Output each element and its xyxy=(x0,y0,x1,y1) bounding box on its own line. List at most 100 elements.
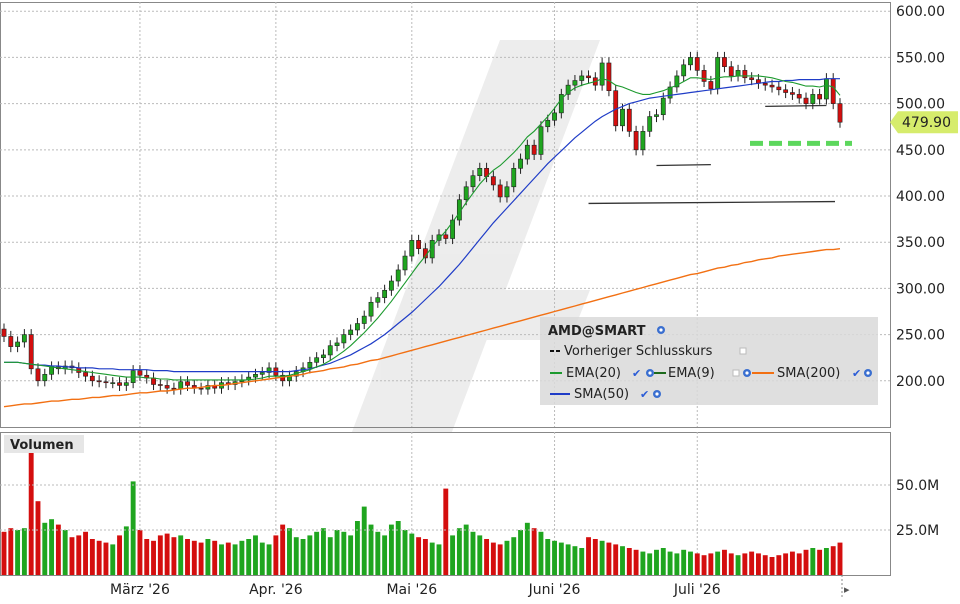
support-line xyxy=(588,200,836,205)
volume-bar xyxy=(728,553,734,575)
candle-body xyxy=(389,280,394,291)
volume-bar xyxy=(470,531,476,575)
candle-body xyxy=(164,385,170,389)
volume-bar xyxy=(565,544,571,575)
volume-bar xyxy=(810,548,816,575)
settings-icon-hole xyxy=(866,371,870,375)
volume-bar xyxy=(21,528,27,575)
volume-bar xyxy=(735,555,741,575)
candle xyxy=(477,162,483,182)
candle-body xyxy=(96,380,102,383)
candle-body xyxy=(531,144,537,155)
price-tick-label: 200.00 xyxy=(896,374,945,390)
volume-bar xyxy=(708,553,714,575)
candle xyxy=(626,103,632,137)
candle-body xyxy=(395,269,401,282)
volume-bar xyxy=(219,544,224,575)
price-tick-label: 300.00 xyxy=(896,281,945,297)
candle-body xyxy=(348,329,354,335)
last-price-label: 479.90 xyxy=(902,115,951,131)
volume-bar xyxy=(837,542,843,575)
candle-body xyxy=(545,119,551,128)
candle xyxy=(790,87,795,100)
candle xyxy=(266,362,272,379)
volume-bar xyxy=(28,449,34,575)
legend[interactable]: AMD@SMART Vorheriger Schlusskurs EMA(20) ✔ E… xyxy=(540,317,878,405)
volume-bar xyxy=(450,535,456,575)
candle-body xyxy=(89,375,95,382)
price-panel xyxy=(0,2,891,490)
volume-bar xyxy=(266,544,272,575)
candle-body xyxy=(409,240,415,257)
volume-bar xyxy=(674,553,680,575)
volume-bar xyxy=(314,531,320,575)
volume-bar xyxy=(42,522,48,575)
candle xyxy=(402,250,408,276)
volume-bar xyxy=(552,540,557,575)
candle-body xyxy=(382,289,388,298)
volume-bar xyxy=(361,506,367,575)
candle xyxy=(348,324,354,341)
candle xyxy=(389,275,394,296)
candle xyxy=(470,170,476,193)
volume-bar xyxy=(647,553,653,575)
candle-body xyxy=(361,315,367,324)
candle xyxy=(545,114,551,133)
volume-bar xyxy=(171,537,177,575)
candle-body xyxy=(796,94,802,99)
candle xyxy=(552,107,557,126)
volume-bar xyxy=(545,539,551,575)
candle xyxy=(137,365,143,381)
candle xyxy=(524,139,530,165)
candle xyxy=(558,88,564,119)
candle-body xyxy=(586,75,591,79)
volume-bar xyxy=(722,549,727,575)
candle xyxy=(96,375,102,388)
candle-body xyxy=(640,131,646,151)
candle xyxy=(681,59,687,82)
volume-bar xyxy=(681,549,687,575)
volume-bar xyxy=(62,530,68,575)
candle-body xyxy=(21,334,27,343)
volume-bar xyxy=(613,544,619,575)
candle-body xyxy=(688,57,693,66)
candle xyxy=(620,103,625,132)
sma50-line xyxy=(4,78,840,373)
settings-icon-hole xyxy=(659,328,663,332)
candle-body xyxy=(715,57,721,90)
candle xyxy=(355,317,360,336)
candle-body xyxy=(477,168,483,176)
candle xyxy=(817,88,823,105)
candle-body xyxy=(742,70,748,79)
volume-bar xyxy=(76,535,82,575)
volume-bar xyxy=(280,524,286,575)
volume-bar xyxy=(130,481,136,575)
candle xyxy=(123,377,129,391)
volume-bar xyxy=(783,553,789,575)
candle xyxy=(327,340,333,361)
candle-body xyxy=(830,78,836,104)
candle-body xyxy=(701,70,707,82)
volume-bar xyxy=(212,540,218,575)
candle-body xyxy=(117,382,122,386)
candle-body xyxy=(341,334,347,344)
candle-body xyxy=(443,234,449,239)
candle xyxy=(633,125,639,156)
settings-icon xyxy=(743,369,751,377)
volume-bar xyxy=(348,535,354,575)
volume-bar xyxy=(137,530,143,575)
volume-bar xyxy=(164,533,170,575)
candle-body xyxy=(151,377,156,385)
candle-body xyxy=(722,57,727,67)
volume-bar xyxy=(463,524,469,575)
candle-body xyxy=(110,382,116,384)
volume-bar xyxy=(422,539,428,575)
candle-body xyxy=(450,219,455,239)
volume-bar xyxy=(225,542,231,575)
volume-bar xyxy=(715,551,721,575)
volume-bar xyxy=(572,546,578,575)
volume-bar xyxy=(789,551,795,575)
volume-bar xyxy=(762,555,768,575)
volume-bar xyxy=(586,537,591,575)
